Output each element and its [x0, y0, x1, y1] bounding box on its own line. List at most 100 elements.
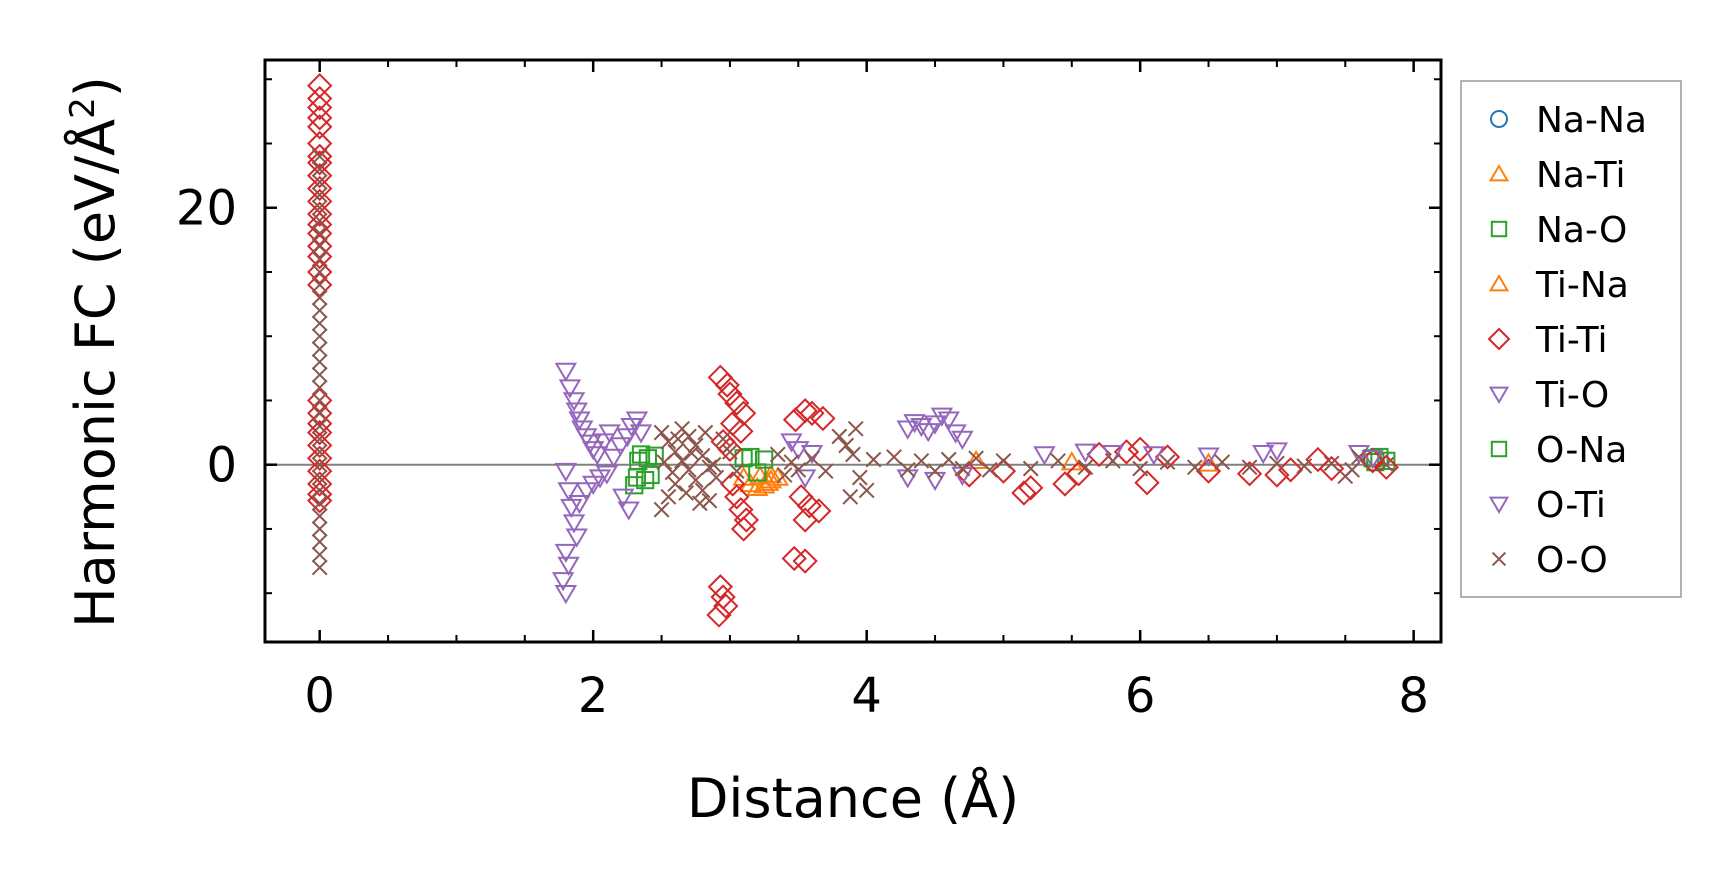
point-o-o [694, 482, 711, 499]
point-ti-ti [307, 94, 333, 121]
point-ti-ti [307, 471, 333, 497]
point-ti-o [937, 411, 960, 431]
point-ti-o [602, 448, 625, 468]
point-ti-ti [307, 488, 333, 514]
point-o-o [687, 437, 704, 454]
point-o-o [776, 467, 793, 483]
y-tick-label: 0 [206, 438, 237, 494]
plot-frame [263, 58, 1443, 644]
point-ti-o [1252, 444, 1275, 465]
point-o-o [1132, 460, 1149, 477]
point-o-o [1022, 460, 1039, 477]
legend-label: O-O [1536, 540, 1608, 581]
point-ti-o [554, 543, 578, 564]
point-ti-ti [1018, 475, 1044, 501]
point-o-o [845, 446, 861, 463]
point-ti-o [1101, 444, 1125, 465]
y-axis-label: Harmonic FC (eV/Å2) [63, 76, 127, 628]
point-o-o [995, 452, 1012, 469]
point-o-o [1186, 459, 1203, 476]
point-ti-o [562, 392, 586, 412]
point-o-o [697, 424, 714, 441]
point-o-o [1323, 455, 1340, 472]
point-ti-o [629, 424, 653, 444]
point-o-o [656, 454, 673, 471]
point-na-ti [1197, 452, 1220, 472]
legend-label: Ti-Na [1535, 265, 1629, 306]
point-ti-ti [1277, 457, 1304, 483]
point-o-o [1159, 454, 1176, 471]
x-tick-label: 4 [851, 668, 882, 724]
point-ti-ti [307, 419, 333, 446]
point-ti-o [793, 469, 817, 489]
point-ti-ti [956, 462, 982, 488]
point-o-o [680, 428, 697, 445]
point-ti-ti [714, 372, 740, 398]
point-ti-ti [1065, 461, 1092, 487]
point-o-o [311, 186, 328, 203]
point-ti-ti [730, 516, 757, 542]
point-o-o [715, 431, 732, 447]
point-ti-ti [720, 471, 746, 497]
legend-label: O-Na [1536, 430, 1627, 471]
point-o-o [311, 315, 328, 332]
point-ti-ti [1113, 439, 1140, 465]
point-o-o [1344, 461, 1361, 478]
point-ti-o [565, 528, 588, 548]
point-o-o [311, 431, 328, 447]
point-o-o [311, 418, 328, 435]
point-o-o [311, 533, 328, 550]
point-o-o [1104, 452, 1121, 469]
point-ti-o [609, 437, 632, 457]
legend-marker-ti-o [1488, 386, 1510, 404]
legend-entry-ti-o: Ti-O [1488, 375, 1609, 416]
point-na-o [631, 445, 651, 464]
point-ti-o [1265, 442, 1289, 462]
point-o-o [858, 482, 875, 499]
point-o-o [865, 451, 882, 468]
point-ti-o [1142, 446, 1166, 466]
x-tick-label: 0 [304, 668, 335, 724]
point-ti-o [625, 411, 649, 431]
point-na-o [641, 465, 660, 485]
point-o-o [680, 461, 697, 478]
point-ti-ti [1127, 436, 1153, 462]
point-o-o [1077, 459, 1094, 476]
point-ti-o [1361, 450, 1384, 470]
legend-entry-na-o: Na-O [1490, 210, 1627, 251]
point-ti-ti [307, 201, 333, 227]
legend-marker-o-o [1491, 551, 1507, 567]
point-o-o [1351, 449, 1367, 465]
point-o-o [927, 463, 943, 480]
axes-layer [263, 58, 1443, 644]
point-ti-ti [307, 114, 333, 140]
point-o-o [842, 488, 859, 505]
point-o-o [311, 341, 328, 357]
point-o-o [311, 521, 328, 537]
legend-marker-na-ti [1488, 164, 1510, 182]
point-o-o [311, 469, 328, 486]
point-ti-ti [307, 233, 333, 259]
point-o-o [1050, 452, 1067, 469]
point-o-o [831, 428, 848, 445]
point-ti-o [1197, 447, 1220, 467]
point-ti-o [568, 495, 591, 515]
point-o-o [311, 559, 328, 576]
legend-entry-na-ti: Na-Ti [1488, 155, 1626, 196]
point-o-o [311, 161, 328, 178]
point-o-o [722, 443, 738, 460]
point-ti-ti [792, 548, 818, 574]
point-ti-o [551, 572, 575, 592]
point-ti-o [557, 482, 580, 502]
point-o-o [701, 459, 718, 476]
point-o-o [311, 225, 328, 242]
legend-marker-na-o [1490, 220, 1508, 238]
point-na-o [748, 463, 767, 482]
ticks-layer: 0 2 4 6 8 0 20 [176, 60, 1441, 724]
legend-marker-ti-na [1488, 274, 1510, 292]
x-tick-label: 8 [1398, 668, 1429, 724]
point-ti-ti [307, 481, 333, 507]
point-o-o [674, 452, 690, 469]
point-ti-ti [1305, 446, 1331, 473]
legend-entry-o-o: O-O [1491, 540, 1608, 581]
